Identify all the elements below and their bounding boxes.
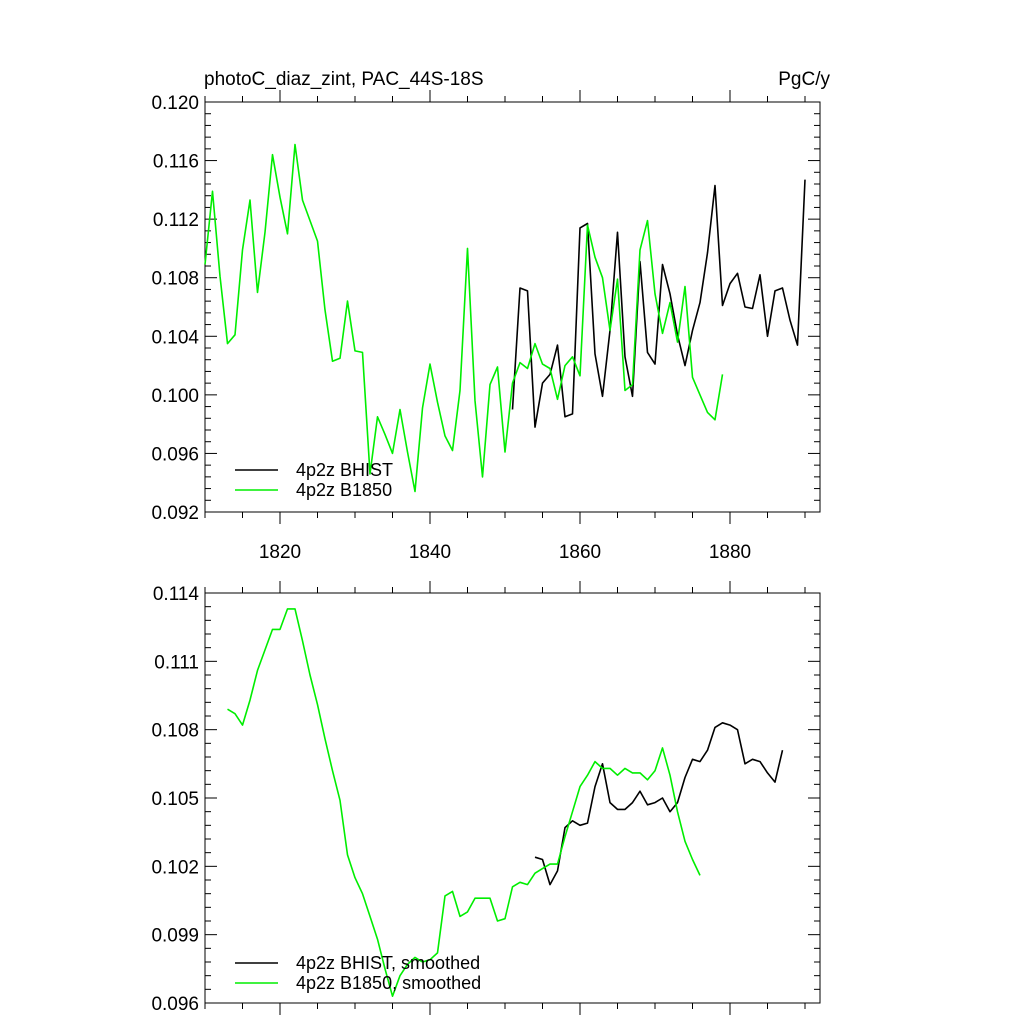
top-panel: photoC_diaz_zint, PAC_44S-18S PgC/y 0.09… xyxy=(151,69,830,563)
x-tick-label: 1820 xyxy=(259,542,301,563)
top-plot-frame xyxy=(204,101,821,513)
bottom-series-layer xyxy=(227,608,784,997)
bottom-panel: 0.096 0.099 0.102 0.105 0.108 0.111 0.114 4p2z… xyxy=(151,581,821,1015)
y-tick-label: 0.096 xyxy=(151,444,199,465)
y-tick-label: 0.116 xyxy=(153,152,199,173)
legend-label-bhist-smoothed: 4p2z BHIST, smoothed xyxy=(296,953,480,973)
legend-label-b1850: 4p2z B1850 xyxy=(296,480,392,500)
y-tick-label: 0.114 xyxy=(153,584,200,605)
top-legend: 4p2z BHIST 4p2z B1850 xyxy=(235,460,393,500)
y-tick-label: 0.100 xyxy=(151,386,199,407)
bottom-y-tick-labels: 0.096 0.099 0.102 0.105 0.108 0.111 0.114 xyxy=(151,584,199,1015)
top-title-right: PgC/y xyxy=(778,69,830,90)
bottom-plot-frame xyxy=(204,592,821,1004)
y-tick-label: 0.105 xyxy=(151,789,199,810)
y-tick-label: 0.099 xyxy=(151,926,199,947)
top-series-layer xyxy=(204,143,806,493)
bottom-legend: 4p2z BHIST, smoothed 4p2z B1850, smoothe… xyxy=(235,953,481,993)
legend-label-bhist: 4p2z BHIST xyxy=(296,460,393,480)
x-tick-label: 1860 xyxy=(559,542,601,563)
bottom-axis-ticks xyxy=(204,581,820,1015)
y-tick-label: 0.104 xyxy=(151,327,199,348)
top-series-line-0 xyxy=(511,179,806,428)
y-tick-label: 0.120 xyxy=(151,93,199,114)
top-axis-ticks xyxy=(204,90,820,524)
y-tick-label: 0.112 xyxy=(153,210,199,231)
legend-label-b1850-smoothed: 4p2z B1850, smoothed xyxy=(296,973,481,993)
y-tick-label: 0.108 xyxy=(151,721,199,742)
y-tick-label: 0.108 xyxy=(151,269,199,290)
y-tick-label: 0.111 xyxy=(154,652,199,673)
x-tick-label: 1840 xyxy=(409,542,451,563)
y-tick-label: 0.102 xyxy=(151,857,199,878)
top-y-tick-labels: 0.092 0.096 0.100 0.104 0.108 0.112 0.116 0.120 xyxy=(151,93,199,524)
top-series-line-1 xyxy=(204,143,724,493)
y-tick-label: 0.092 xyxy=(151,503,199,524)
y-tick-label: 0.096 xyxy=(151,994,199,1015)
top-x-tick-labels: 1820 1840 1860 1880 xyxy=(259,542,751,563)
x-tick-label: 1880 xyxy=(709,542,751,563)
bottom-series-line-1 xyxy=(227,608,701,997)
bottom-series-line-0 xyxy=(534,722,784,886)
top-title-left: photoC_diaz_zint, PAC_44S-18S xyxy=(204,69,484,90)
